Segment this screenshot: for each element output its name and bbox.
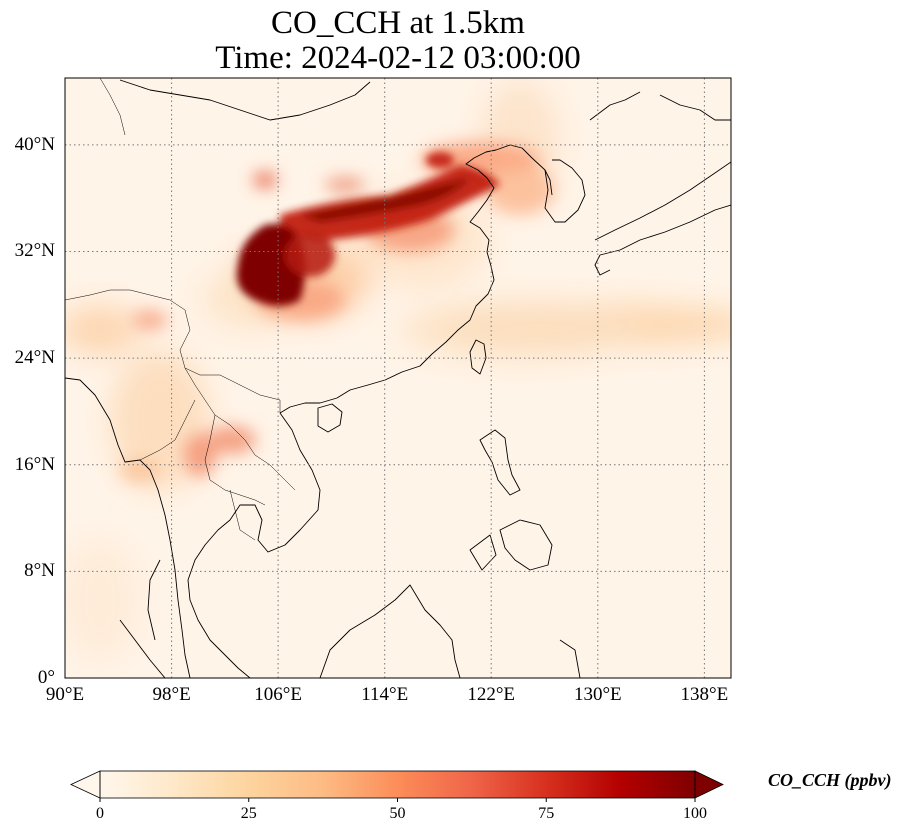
gridlines [65, 78, 731, 678]
colorbar-extend-min [70, 770, 101, 799]
map-subtitle-time: Time: 2024-02-12 03:00:00 [215, 40, 581, 76]
colorbar-label: CO_CCH (ppbv) [768, 770, 892, 790]
lon-tick-label: 90°E [45, 684, 85, 705]
concentration-field [65, 78, 731, 678]
map-title: CO_CCH at 1.5km [271, 5, 525, 41]
lat-tick-label: 24°N [14, 347, 55, 368]
map-frame [64, 77, 732, 679]
lon-tick-label: 98°E [152, 684, 191, 705]
lon-tick-label: 130°E [573, 684, 622, 705]
lat-tick-label: 0° [37, 667, 55, 688]
colorbar-gradient [100, 771, 695, 798]
lat-tick-label: 16°N [14, 454, 55, 475]
lon-tick-label: 106°E [254, 684, 302, 705]
colorbar-extend-max [694, 770, 724, 799]
lat-tick-label: 32°N [14, 240, 55, 261]
country-borders [65, 78, 296, 541]
colorbar [70, 770, 724, 802]
colorbar-tick-label: 25 [240, 805, 257, 822]
lon-tick-label: 122°E [467, 684, 516, 705]
lat-tick-label: 8°N [24, 560, 55, 581]
colorbar-tick-label: 50 [389, 805, 406, 822]
lon-tick-label: 114°E [361, 684, 409, 705]
lon-tick-label: 138°E [680, 684, 729, 705]
colorbar-tick-label: 75 [538, 805, 555, 822]
coastlines [65, 79, 731, 678]
colorbar-tick-label: 0 [96, 805, 104, 822]
colorbar-tick-label: 100 [683, 805, 707, 822]
lat-tick-label: 40°N [14, 134, 55, 155]
